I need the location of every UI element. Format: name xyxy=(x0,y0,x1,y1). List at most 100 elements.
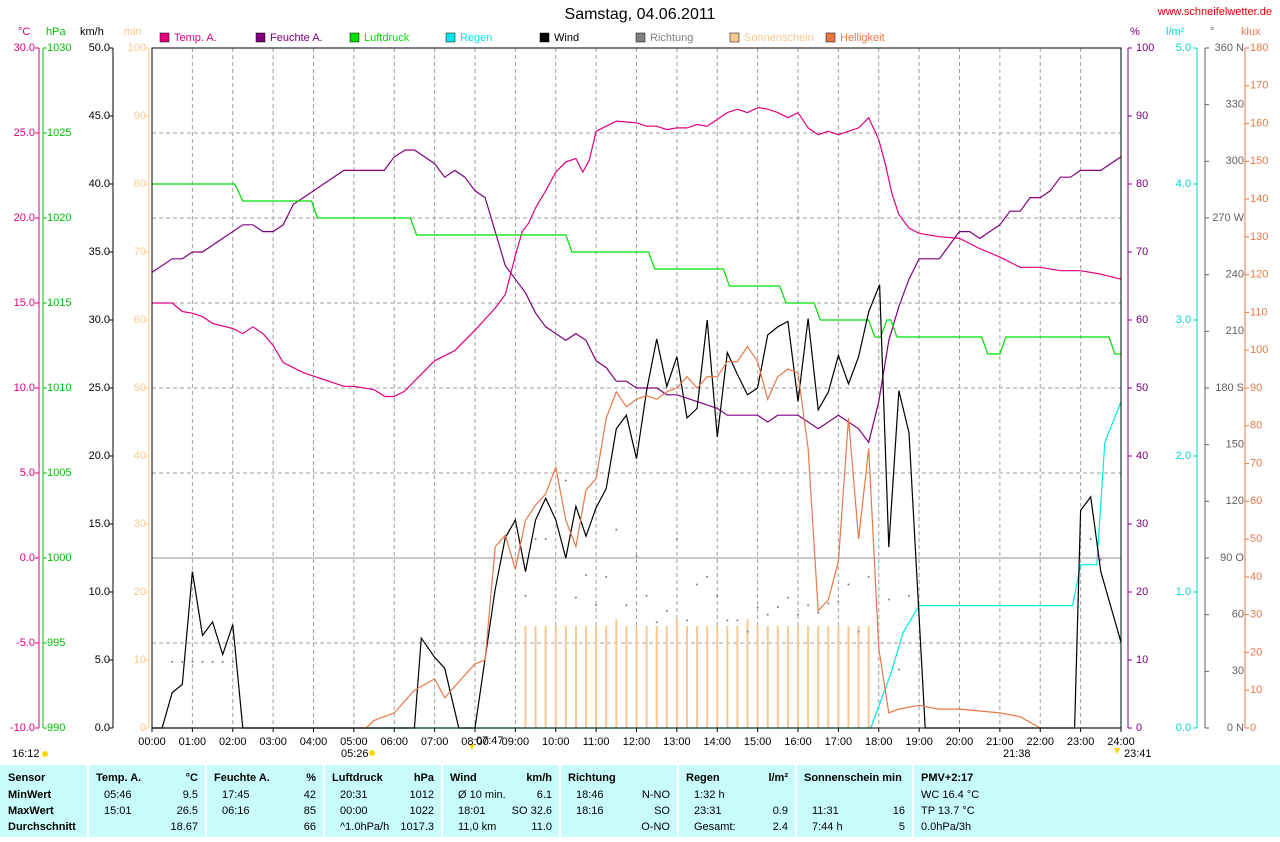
cell-value: O-NO xyxy=(641,821,670,833)
y-tick-label: 10 xyxy=(1136,654,1148,666)
cell-value: 16 xyxy=(893,805,905,817)
legend-label: Helligkeit xyxy=(840,32,885,44)
y-tick-label: 1020 xyxy=(47,212,71,224)
cell-text: 0.0hPa/3h xyxy=(921,821,971,833)
y-tick-label: 1025 xyxy=(47,127,71,139)
y-tick-label: 130 xyxy=(1250,231,1268,243)
direction-dot xyxy=(201,660,204,663)
series-line xyxy=(152,106,1122,398)
x-tick-label: 15:00 xyxy=(744,736,772,748)
sun-bar xyxy=(797,626,799,728)
direction-dot xyxy=(857,630,860,633)
direction-dot xyxy=(585,574,588,576)
y-tick-label: 25.0 xyxy=(14,127,35,139)
y-tick-label: 50 xyxy=(1136,382,1148,394)
y-tick-label: 3.0 xyxy=(1176,314,1191,326)
sun-bar xyxy=(756,626,759,728)
direction-dot xyxy=(867,575,870,578)
y-tick-label: 300 xyxy=(1226,155,1244,167)
direction-dot xyxy=(221,660,224,663)
y-tick-label: 30.0 xyxy=(14,42,35,54)
axis-unit: l/m² xyxy=(1166,26,1185,38)
sunrise-icon xyxy=(369,750,375,756)
sun-bar xyxy=(534,626,537,728)
y-tick-label: 5.0 xyxy=(20,467,35,479)
y-tick-label: 15.0 xyxy=(14,297,35,309)
y-tick-label: 50 xyxy=(1250,533,1262,545)
sun-bar xyxy=(544,626,547,728)
y-tick-label: 270 W xyxy=(1212,212,1244,224)
y-tick-label: 70 xyxy=(1136,246,1148,258)
row-label: MinWert xyxy=(8,789,52,801)
sun-bar xyxy=(696,626,699,728)
legend-label: Regen xyxy=(460,32,492,44)
y-tick-label: 990 xyxy=(47,722,65,734)
table-header: Sensor xyxy=(8,772,46,784)
direction-dot xyxy=(827,602,830,605)
sun-bar xyxy=(716,626,719,728)
direction-dot xyxy=(706,575,709,578)
cell-value: SO xyxy=(654,805,670,817)
direction-dot xyxy=(635,555,638,558)
cell-text: WC 16.4 °C xyxy=(921,789,979,801)
direction-dot xyxy=(665,609,668,612)
cell-value: SO 32.6 xyxy=(512,805,552,817)
cell-value: N-NO xyxy=(642,789,671,801)
direction-dot xyxy=(211,660,214,663)
y-tick-label: 60 xyxy=(134,314,146,326)
event-time: 07:47 xyxy=(476,735,504,747)
cell-text: 23:31 xyxy=(694,805,722,817)
cell-value: 18.67 xyxy=(170,821,198,833)
direction-dot xyxy=(625,604,628,607)
y-tick-label: 1015 xyxy=(47,297,71,309)
table-header: Luftdruck xyxy=(332,772,384,784)
y-tick-label: 60 xyxy=(1232,609,1244,621)
y-tick-label: 1005 xyxy=(47,467,71,479)
table-header: Richtung xyxy=(568,772,616,784)
y-tick-label: 140 xyxy=(1250,193,1268,205)
y-tick-label: 40 xyxy=(1136,450,1148,462)
direction-dot xyxy=(655,621,658,624)
legend-label: Richtung xyxy=(650,32,693,44)
cell-text: 7:44 h xyxy=(812,821,843,833)
cell-value: 0.9 xyxy=(773,805,788,817)
x-tick-label: 16:00 xyxy=(784,736,812,748)
x-tick-label: 00:00 xyxy=(138,736,166,748)
direction-dot xyxy=(675,538,678,541)
direction-dot xyxy=(574,596,577,599)
sun-bar xyxy=(776,626,779,728)
x-tick-label: 21:00 xyxy=(986,736,1014,748)
y-tick-label: 995 xyxy=(47,637,65,649)
y-tick-label: 1010 xyxy=(47,382,71,394)
legend-swatch xyxy=(539,32,550,43)
sun-bar xyxy=(857,626,860,728)
table-header: Sonnenschein min xyxy=(804,772,902,784)
legend-swatch xyxy=(445,32,456,43)
y-tick-label: 90 xyxy=(1136,110,1148,122)
legend-swatch xyxy=(635,32,646,43)
cell-text: TP 13.7 °C xyxy=(921,805,975,817)
y-tick-label: 240 xyxy=(1226,269,1244,281)
table-unit: km/h xyxy=(526,772,552,784)
table-header: Temp. A. xyxy=(96,772,141,784)
legend-swatch xyxy=(159,32,170,43)
legend-swatch xyxy=(825,32,836,43)
cell-value: 66 xyxy=(304,821,316,833)
y-tick-label: 20 xyxy=(134,586,146,598)
legend-label: Temp. A. xyxy=(174,32,217,44)
cell-value: 26.5 xyxy=(177,805,198,817)
sun-bar xyxy=(817,626,820,728)
x-tick-label: 04:00 xyxy=(300,736,328,748)
y-tick-label: 40.0 xyxy=(89,178,110,190)
axis-unit: ° xyxy=(1210,26,1214,38)
y-tick-label: 90 xyxy=(1250,382,1262,394)
direction-dot xyxy=(534,538,537,541)
y-tick-label: 120 xyxy=(1250,269,1268,281)
x-tick-label: 24:00 xyxy=(1107,736,1135,748)
table-unit: l/m² xyxy=(768,772,788,784)
y-tick-label: 210 xyxy=(1226,325,1244,337)
row-label: MaxWert xyxy=(8,805,54,817)
sun-bar xyxy=(807,626,810,728)
sun-bar xyxy=(554,626,557,728)
